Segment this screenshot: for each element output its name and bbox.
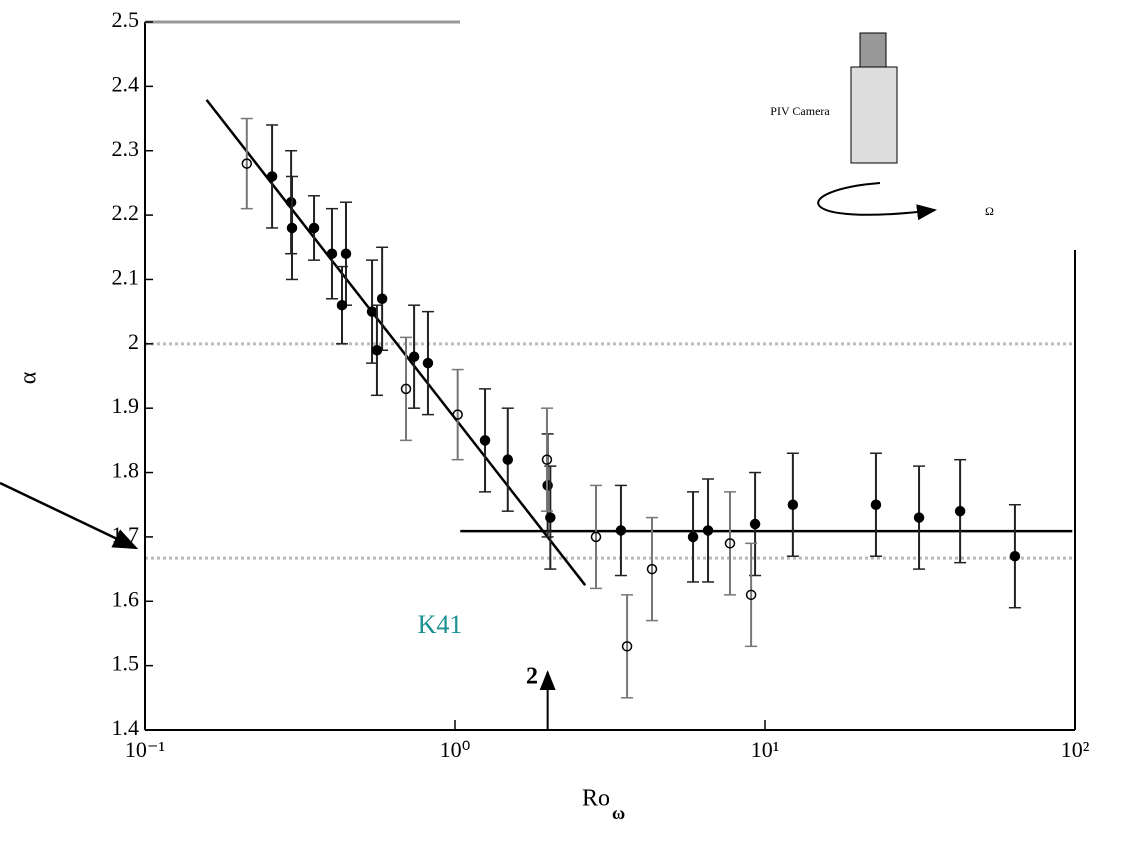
y-tick-label: 1.9: [112, 393, 140, 418]
data-point: [646, 563, 658, 575]
data-point: [408, 351, 420, 362]
data-point: [545, 512, 556, 523]
data-point: [502, 454, 514, 465]
x-tick-label: 10¹: [751, 737, 780, 762]
data-point: [286, 222, 298, 234]
arrow-label: 2: [526, 664, 538, 690]
fit-line: [205, 99, 587, 586]
y-tick-label: 2.1: [112, 265, 140, 290]
y-tick-label: 2.3: [112, 136, 140, 161]
data-point: [376, 293, 388, 305]
y-tick-label: 2.4: [112, 71, 140, 96]
data-point: [422, 357, 434, 369]
data-point: [724, 538, 736, 549]
data-point: [702, 525, 714, 536]
pointer-arrow: [0, 481, 139, 550]
data-point: [479, 435, 491, 446]
data-point: [1009, 550, 1021, 562]
data-point: [266, 171, 278, 182]
data-point: [749, 518, 761, 530]
omega-label: Ω: [985, 204, 994, 218]
data-point: [326, 248, 338, 259]
x-tick-label: 10²: [1061, 737, 1090, 762]
data-point: [452, 409, 463, 420]
data-point: [745, 589, 757, 601]
data-point: [615, 525, 627, 536]
data-point: [787, 499, 799, 510]
data-point: [870, 499, 882, 510]
y-tick-label: 1.5: [112, 651, 140, 676]
y-tick-label: 2.5: [112, 7, 140, 32]
x-tick-label: 10⁰: [440, 737, 471, 762]
data-point: [400, 383, 412, 395]
data-point: [340, 248, 352, 259]
data-point: [366, 306, 378, 317]
y-tick-label: 1.6: [112, 586, 140, 611]
y-tick-label: 1.7: [112, 522, 140, 547]
data-point: [541, 454, 553, 465]
y-tick-label: 2: [128, 329, 139, 354]
x-axis-label: Ro: [582, 786, 610, 812]
y-axis-label: α: [16, 371, 42, 384]
y-tick-label: 2.2: [112, 200, 140, 225]
data-point: [954, 505, 966, 517]
y-tick-label: 1.4: [112, 715, 140, 740]
x-tick-label: 10⁻¹: [125, 737, 165, 762]
camera-label: PIV Camera: [770, 104, 830, 118]
data-point: [308, 222, 320, 234]
camera-diagram: [817, 32, 937, 221]
data-point: [241, 158, 253, 169]
data-point: [336, 299, 348, 311]
data-point: [621, 641, 633, 652]
data-point: [687, 531, 699, 543]
k41-label: K41: [418, 610, 463, 639]
data-point: [371, 345, 383, 356]
data-point: [590, 531, 602, 543]
data-point: [913, 512, 925, 523]
x-axis-label-sub: ω: [612, 803, 625, 823]
y-tick-label: 1.8: [112, 458, 140, 483]
